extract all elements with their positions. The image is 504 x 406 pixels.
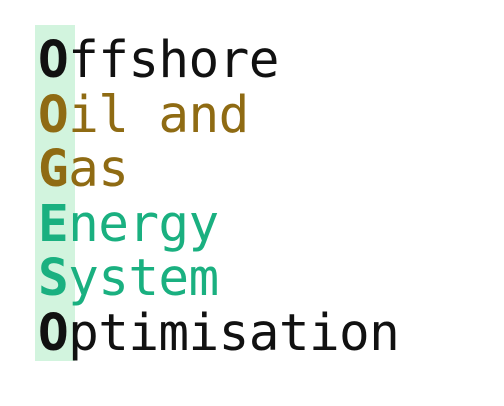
initial-letter: O — [38, 31, 69, 90]
acronym-highlight-bar — [35, 25, 75, 361]
line-optimisation: Optimisation — [38, 303, 400, 363]
initial-letter: G — [38, 140, 69, 199]
acronym-wordmark: Offshore Oil and Gas Energy System Optim… — [38, 31, 400, 363]
initial-letter: O — [38, 85, 69, 145]
line-oil-and: Oil and — [38, 85, 399, 145]
word-rest: as — [68, 140, 129, 199]
line-offshore: Offshore — [38, 31, 399, 90]
initial-letter: S — [38, 249, 69, 308]
word-rest: nergy — [68, 194, 219, 254]
word-rest: ffshore — [68, 31, 279, 90]
line-energy: Energy — [38, 194, 399, 254]
initial-letter: O — [38, 303, 69, 363]
initial-letter: E — [38, 194, 69, 254]
line-gas: Gas — [38, 140, 399, 199]
line-system: System — [38, 249, 399, 308]
word-rest: il and — [68, 85, 249, 145]
word-rest: ystem — [68, 249, 219, 308]
word-rest: ptimisation — [68, 303, 400, 363]
